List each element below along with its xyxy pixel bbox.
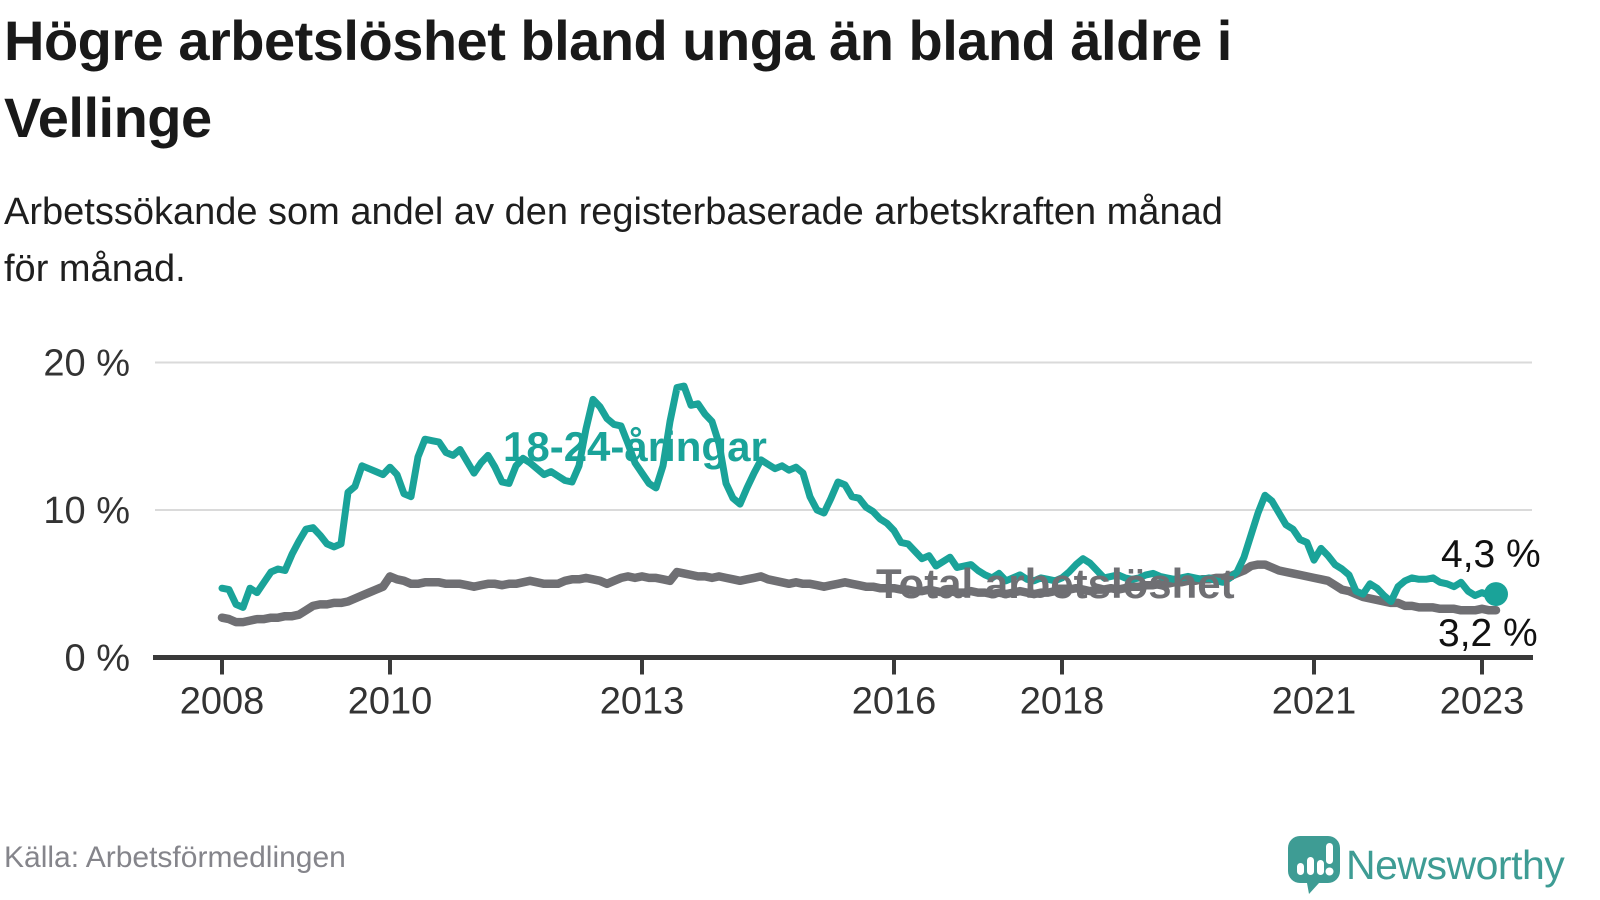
chart-subtitle: Arbetssökande som andel av den registerb…: [4, 184, 1564, 298]
series-label-total: Total arbetslöshet: [876, 560, 1235, 607]
y-axis-label: 20 %: [43, 343, 130, 385]
line-youth: [218, 382, 1500, 611]
y-axis-label: 0 %: [65, 638, 130, 680]
x-axis-label: 2013: [600, 681, 685, 723]
series-label-youth: 18-24-åringar: [503, 423, 767, 470]
title-line1: Högre arbetslöshet bland unga än bland ä…: [4, 9, 1232, 72]
x-axis-label: 2010: [348, 681, 433, 723]
x-axis-label: 2023: [1440, 681, 1525, 723]
x-axis-label: 2016: [852, 681, 937, 723]
series-end-dot: [1484, 582, 1508, 607]
title-line2: Vellinge: [4, 86, 212, 150]
end-value-label-youth: 4,3 %: [1441, 533, 1541, 576]
newsworthy-brand-text: Newsworthy: [1346, 842, 1565, 888]
x-axis-label: 2018: [1020, 681, 1105, 723]
subtitle-line2: för månad.: [4, 248, 186, 290]
newsworthy-logo-icon: [1288, 836, 1340, 894]
y-axis-label: 10 %: [43, 490, 130, 532]
subtitle-line1: Arbetssökande som andel av den registerb…: [4, 191, 1223, 233]
page-title: Högre arbetslöshet bland unga än bland ä…: [4, 2, 1584, 157]
line-total: [217, 560, 1501, 627]
x-axis-label: 2008: [180, 681, 265, 723]
end-value-label-total: 3,2 %: [1438, 612, 1538, 655]
source-note: Källa: Arbetsförmedlingen: [4, 841, 346, 874]
x-axis-label: 2021: [1272, 681, 1357, 723]
